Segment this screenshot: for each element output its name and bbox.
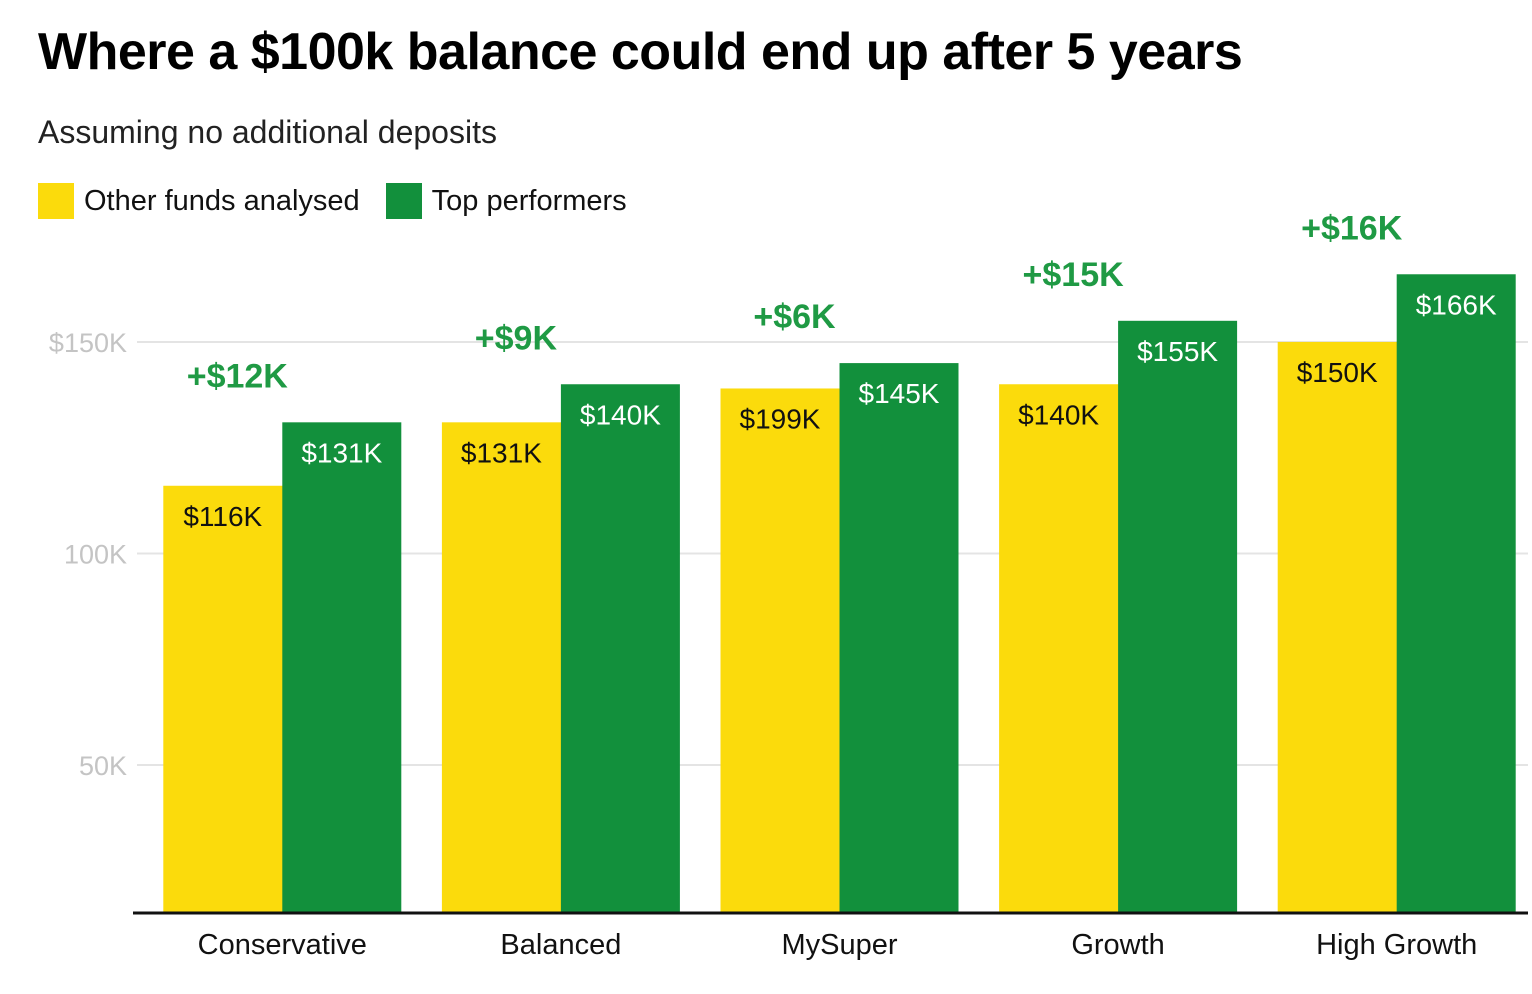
bar-value-label: $155K: [1137, 336, 1218, 367]
bar-top-performers: [560, 384, 680, 913]
bar-top-performers: [1396, 274, 1516, 913]
bar-value-label: $140K: [1018, 399, 1099, 430]
x-category-label: Balanced: [500, 929, 621, 961]
y-tick-label: $150K: [49, 328, 127, 358]
x-category-label: Growth: [1071, 929, 1164, 961]
bar-other-funds: [163, 485, 284, 913]
y-tick-label: 50K: [79, 751, 127, 781]
legend-label: Top performers: [431, 184, 627, 217]
bar-top-performers: [1118, 320, 1238, 913]
x-category-label: Conservative: [198, 929, 367, 961]
difference-label: +$16K: [1301, 209, 1403, 247]
bar-top-performers: [282, 422, 402, 913]
legend-swatch-yellow: [38, 183, 74, 219]
bar-value-label: $131K: [461, 437, 542, 468]
bar-other-funds: [1277, 341, 1398, 913]
legend-item-other: Other funds analysed: [38, 183, 360, 219]
chart-subtitle: Assuming no additional deposits: [38, 114, 497, 150]
legend-label: Other funds analysed: [84, 184, 360, 217]
difference-label: +$6K: [753, 298, 836, 336]
chart-title: Where a $100k balance could end up after…: [38, 23, 1243, 81]
x-category-label: MySuper: [781, 929, 897, 961]
bar-top-performers: [839, 363, 959, 914]
bar-value-label: $150K: [1297, 357, 1378, 388]
x-category-label: High Growth: [1316, 929, 1477, 961]
bar-other-funds: [999, 384, 1120, 913]
bar-value-label: $199K: [740, 403, 821, 434]
legend: Other funds analysed Top performers: [38, 183, 653, 219]
legend-swatch-green: [385, 183, 422, 219]
bar-value-label: $140K: [580, 399, 661, 430]
bar-other-funds: [720, 388, 841, 914]
legend-item-top: Top performers: [385, 183, 627, 219]
difference-label: +$15K: [1023, 256, 1125, 294]
bar-other-funds: [441, 422, 562, 913]
bar-value-label: $131K: [301, 437, 382, 468]
difference-label: +$9K: [475, 319, 558, 357]
y-tick-label: 100K: [64, 539, 127, 569]
difference-label: +$12K: [187, 357, 289, 395]
bar-value-label: $116K: [183, 501, 262, 532]
bar-value-label: $166K: [1416, 289, 1497, 320]
bar-value-label: $145K: [859, 378, 940, 409]
